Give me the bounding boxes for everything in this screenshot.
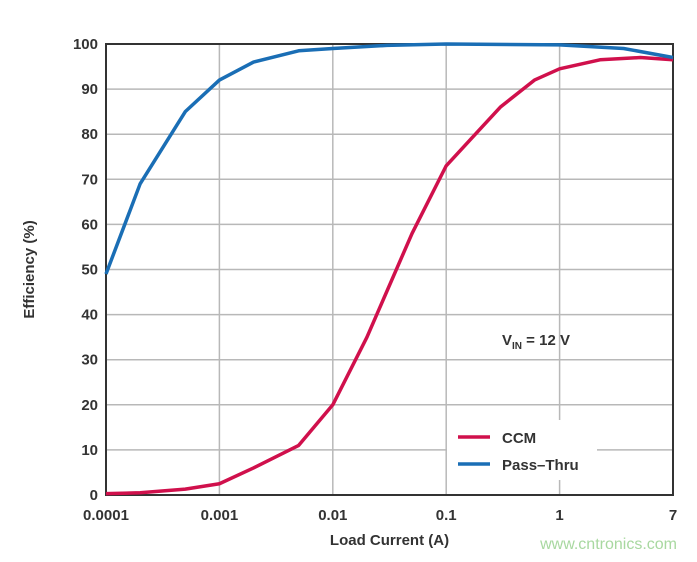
x-tick-label: 0.001 <box>201 507 239 524</box>
y-tick-label: 50 <box>81 262 98 279</box>
y-tick-label: 100 <box>73 36 98 53</box>
y-tick-label: 90 <box>81 81 98 98</box>
x-tick-label: 0.0001 <box>83 507 129 524</box>
legend-label: CCM <box>502 430 536 447</box>
x-tick-label: 0.01 <box>318 507 347 524</box>
legend-box <box>447 420 597 480</box>
y-tick-label: 0 <box>90 487 98 504</box>
y-tick-label: 40 <box>81 307 98 324</box>
y-tick-label: 80 <box>81 126 98 143</box>
y-tick-label: 10 <box>81 442 98 459</box>
legend-label: Pass–Thru <box>502 457 579 474</box>
y-tick-label: 20 <box>81 397 98 414</box>
x-tick-label: 7 <box>669 507 677 524</box>
y-tick-label: 70 <box>81 171 98 188</box>
watermark: www.cntronics.com <box>540 536 677 553</box>
y-axis-label: Efficiency (%) <box>21 220 38 318</box>
x-axis-label: Load Current (A) <box>330 532 449 549</box>
series-line-ccm <box>105 55 674 496</box>
y-tick-label: 30 <box>81 352 98 369</box>
y-tick-label: 60 <box>81 216 98 233</box>
vin-annotation: VIN = 12 V <box>502 332 570 352</box>
x-tick-label: 0.1 <box>436 507 457 524</box>
series-line-pass-thru <box>104 42 674 275</box>
x-tick-label: 1 <box>555 507 563 524</box>
